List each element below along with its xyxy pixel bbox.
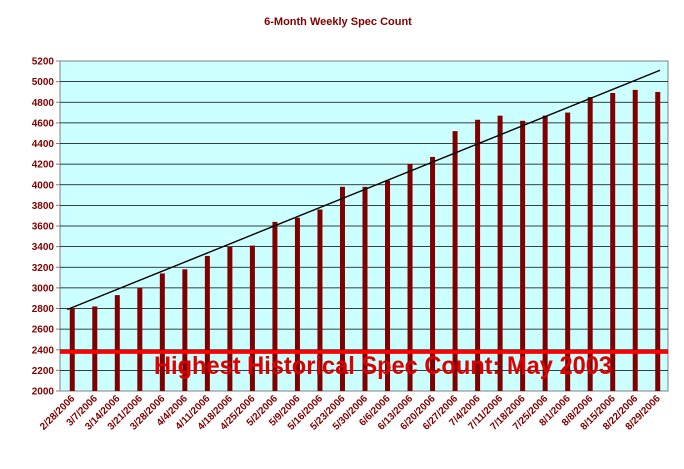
bar (272, 221, 278, 391)
bar (114, 295, 120, 391)
y-tick-label: 4000 (32, 180, 55, 191)
bar (497, 115, 503, 391)
bar (339, 186, 345, 391)
y-tick-label: 5200 (32, 57, 55, 68)
bar (182, 269, 188, 391)
reference-line-label: Highest Historical Spec Count: May 2003 (154, 352, 612, 380)
y-tick-label: 2600 (32, 325, 55, 336)
bar (475, 119, 481, 391)
y-tick-label: 5000 (32, 77, 55, 88)
bar (430, 156, 436, 391)
bar (452, 131, 458, 391)
bar (565, 112, 571, 391)
bar (520, 120, 526, 391)
y-tick-label: 3600 (32, 222, 55, 233)
bar (69, 308, 75, 391)
bar (317, 209, 323, 391)
bar (632, 89, 638, 391)
bar (362, 186, 368, 391)
y-tick-label: 3000 (32, 283, 55, 294)
bar (610, 92, 616, 391)
bar (655, 91, 661, 391)
y-tick-label: 4200 (32, 160, 55, 171)
bar (294, 217, 300, 391)
y-tick-label: 4600 (32, 118, 55, 129)
y-tick-label: 4800 (32, 98, 55, 109)
bar (227, 246, 233, 391)
y-tick-label: 2000 (32, 387, 55, 398)
y-tick-label: 4400 (32, 139, 55, 150)
bar (204, 255, 210, 391)
chart-title: 6-Month Weekly Spec Count (264, 16, 412, 28)
y-tick-label: 3800 (32, 201, 55, 212)
y-tick-label: 2800 (32, 304, 55, 315)
bar (587, 97, 593, 391)
bar (92, 306, 98, 391)
trendline (66, 69, 661, 311)
bar (542, 115, 548, 391)
y-axis: 2000 2200 2400 2600 2800 3000 3200 3400 3600 3800… (32, 57, 60, 398)
bar (385, 180, 391, 391)
y-tick-label: 2200 (32, 366, 55, 377)
bar (249, 245, 255, 391)
x-axis: 2/28/20063/7/20063/14/20063/21/20063/28/… (38, 393, 663, 433)
bar (137, 287, 143, 391)
y-tick-label: 2400 (32, 345, 55, 356)
y-tick-label: 3200 (32, 263, 55, 274)
y-tick-label: 3400 (32, 242, 55, 253)
bar (407, 164, 413, 391)
bar (159, 273, 165, 391)
bars (69, 89, 661, 391)
